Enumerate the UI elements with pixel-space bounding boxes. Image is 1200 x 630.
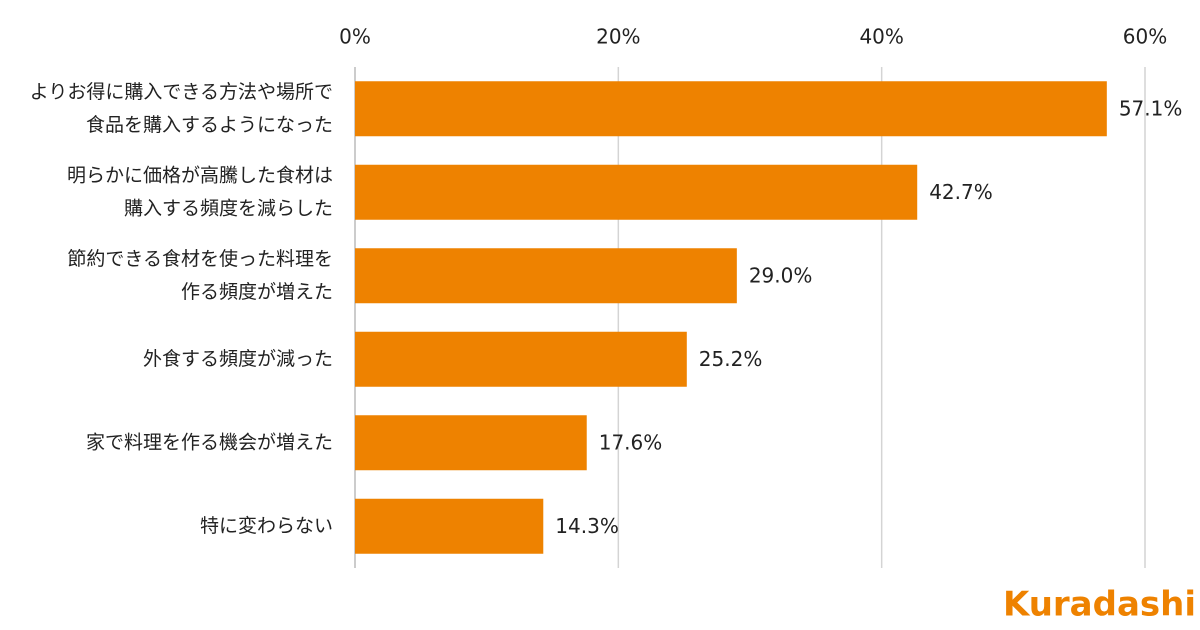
- bar: [355, 415, 587, 471]
- bar: [355, 164, 918, 220]
- y-tick-label: 節約できる食材を使った料理を: [67, 248, 333, 270]
- logo: Kuradashi: [1003, 585, 1196, 625]
- y-tick-label: 明らかに価格が高騰した食材は: [67, 164, 333, 186]
- y-tick-label: 外食する頻度が減った: [143, 348, 333, 370]
- value-label: 14.3%: [555, 514, 619, 538]
- y-tick-label: 食品を購入するようになった: [86, 114, 333, 136]
- x-tick-label: 0%: [339, 25, 371, 49]
- y-tick-label: よりお得に購入できる方法や場所で: [30, 81, 333, 103]
- x-tick-label: 40%: [859, 25, 903, 49]
- bar: [355, 498, 544, 554]
- value-label: 57.1%: [1119, 96, 1183, 120]
- bar: [355, 81, 1107, 137]
- bar: [355, 248, 737, 304]
- value-label: 42.7%: [929, 180, 993, 204]
- y-tick-label: 特に変わらない: [200, 515, 333, 537]
- y-tick-label: 作る頻度が増えた: [181, 281, 333, 303]
- x-tick-label: 20%: [596, 25, 640, 49]
- y-tick-label: 家で料理を作る機会が増えた: [86, 431, 333, 453]
- value-label: 29.0%: [749, 263, 813, 287]
- bar: [355, 331, 687, 387]
- y-tick-label: 購入する頻度を減らした: [124, 197, 333, 219]
- value-label: 25.2%: [699, 347, 763, 371]
- x-tick-label: 60%: [1123, 25, 1167, 49]
- value-label: 17.6%: [599, 430, 663, 454]
